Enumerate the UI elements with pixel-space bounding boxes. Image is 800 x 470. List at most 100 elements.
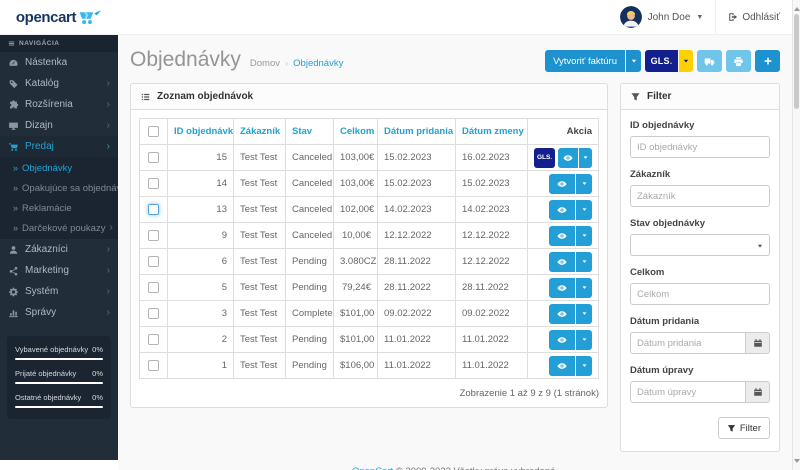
view-order-button[interactable] — [549, 225, 575, 246]
user-menu[interactable]: John Doe ▼ — [608, 0, 716, 34]
sidebar-item-reports[interactable]: Správy › — [0, 302, 118, 323]
sidebar-item-design[interactable]: Dizajn › — [0, 115, 118, 136]
sidebar-item-marketing[interactable]: Marketing › — [0, 260, 118, 281]
order-actions-dropdown-button[interactable] — [576, 303, 592, 324]
scrollbar-down-arrow-icon[interactable] — [794, 459, 800, 466]
filter-fields: ID objednávky Zákazník Stav objednávky Celk… — [630, 120, 770, 403]
sidebar-item-customers[interactable]: Zákazníci › — [0, 239, 118, 260]
filter-customer-input[interactable] — [630, 185, 770, 207]
scrollbar-thumb[interactable] — [794, 14, 799, 109]
total-cell: 103,00€ — [333, 170, 378, 197]
filter-panel-heading: Filter — [621, 84, 779, 110]
sortable-column-header[interactable]: ID objednávky▼ — [167, 118, 234, 145]
order-actions-dropdown-button[interactable] — [576, 199, 592, 220]
order-actions-dropdown-button[interactable] — [576, 277, 592, 298]
view-order-button[interactable] — [549, 355, 575, 376]
sidebar-item-catalog[interactable]: Katalóg › — [0, 73, 118, 94]
add-order-button[interactable] — [755, 50, 780, 72]
create-invoice-button[interactable]: Vytvoriť faktúru — [545, 50, 625, 72]
cart-icon — [8, 142, 19, 152]
sidebar-subitem-orders[interactable]: » Objednávky — [13, 162, 73, 174]
print-shipping-list-button[interactable] — [697, 50, 722, 72]
row-checkbox[interactable] — [148, 177, 159, 189]
order-actions-dropdown-button[interactable] — [576, 225, 592, 246]
filter-date-modified-input[interactable] — [630, 381, 746, 403]
order-actions-dropdown-button[interactable] — [579, 147, 592, 168]
chevron-right-icon: › — [106, 140, 110, 152]
filter-group-order-id: ID objednávky — [630, 120, 770, 158]
print-invoice-button[interactable] — [726, 50, 751, 72]
sidebar-item-extensions[interactable]: Rozšírenia › — [0, 94, 118, 115]
sortable-column-header[interactable]: Celkom — [333, 118, 378, 145]
chevron-right-icon: › — [106, 306, 110, 318]
create-invoice-dropdown-button[interactable] — [626, 50, 641, 72]
filter-total-input[interactable] — [630, 283, 770, 305]
row-checkbox[interactable] — [148, 255, 159, 267]
order-id-cell: 13 — [167, 196, 234, 223]
sidebar-subitem-recurring-orders[interactable]: »Opakujúce sa objednávky — [13, 182, 118, 194]
row-checkbox[interactable] — [148, 307, 159, 319]
eye-icon — [556, 231, 568, 241]
filter-date-modified-calendar-button[interactable] — [746, 381, 770, 403]
filter-label: Celkom — [630, 267, 665, 278]
sidebar-item-dashboard[interactable]: Nástenka — [0, 52, 118, 73]
row-checkbox[interactable] — [148, 333, 159, 345]
order-id-cell: 15 — [167, 144, 234, 171]
order-actions-dropdown-button[interactable] — [576, 173, 592, 194]
scrollbar-up-arrow-icon[interactable] — [794, 4, 800, 11]
select-all-checkbox[interactable] — [148, 125, 159, 137]
gls-button[interactable]: GLS. — [645, 50, 678, 72]
order-actions-dropdown-button[interactable] — [576, 329, 592, 350]
order-row: 14 Test Test Canceled 103,00€ 15.02.2023 15.0… — [139, 170, 599, 197]
sortable-column-header[interactable]: Dátum pridania — [377, 118, 456, 145]
customer-cell: Test Test — [233, 248, 286, 275]
logout-button[interactable]: Odhlásiť — [715, 0, 792, 34]
date-added-cell: 28.11.2022 — [377, 274, 456, 301]
order-id-cell: 1 — [167, 352, 234, 379]
view-order-button[interactable] — [549, 329, 575, 350]
filter-group-total: Celkom — [630, 267, 770, 305]
sortable-column-header[interactable]: Zákazník — [233, 118, 286, 145]
filter-label: Zákazník — [630, 169, 671, 180]
scrollbar[interactable] — [792, 0, 800, 470]
filter-apply-button[interactable]: Filter — [717, 417, 770, 439]
row-checkbox[interactable] — [148, 359, 159, 371]
row-checkbox[interactable] — [148, 203, 159, 215]
gls-row-button[interactable]: GLS. — [534, 147, 556, 168]
row-checkbox[interactable] — [148, 151, 159, 163]
row-checkbox[interactable] — [148, 229, 159, 241]
sidebar-subitem-returns[interactable]: » Reklamácie — [13, 202, 72, 214]
view-order-button[interactable] — [549, 251, 575, 272]
results-text: Zobrazenie 1 až 9 z 9 (1 stránok) — [459, 388, 599, 399]
breadcrumb-item[interactable]: Objednávky — [293, 58, 344, 69]
filter-order-id-input[interactable] — [630, 136, 770, 158]
date-added-cell: 15.02.2023 — [377, 144, 456, 171]
chevron-right-icon: › — [106, 264, 110, 276]
opencart-footer-link[interactable]: OpenCart — [352, 466, 393, 470]
caret-down-icon — [682, 57, 690, 65]
desktop-icon — [8, 121, 19, 131]
order-actions-dropdown-button[interactable] — [576, 251, 592, 272]
caret-down-icon — [581, 284, 588, 291]
gls-dropdown-button[interactable] — [679, 50, 693, 72]
view-order-button[interactable] — [549, 173, 575, 194]
view-order-button[interactable] — [549, 277, 575, 298]
row-checkbox[interactable] — [148, 281, 159, 293]
sidebar-item-sale[interactable]: Predaj › — [0, 136, 118, 157]
order-actions-dropdown-button[interactable] — [576, 355, 592, 376]
view-order-button[interactable] — [558, 147, 579, 168]
view-order-button[interactable] — [549, 199, 575, 220]
filter-date-added-input[interactable] — [630, 332, 746, 354]
opencart-logo[interactable]: opencart — [0, 0, 118, 35]
filter-date-added-calendar-button[interactable] — [746, 332, 770, 354]
filter-label: Dátum pridania — [630, 316, 700, 327]
sidebar-subitem-vouchers[interactable]: » Darčekové poukazy › — [13, 222, 113, 234]
order-row: 15 Test Test Canceled 103,00€ 15.02.2023 16.0… — [139, 144, 599, 171]
filter-order-status-select[interactable] — [630, 234, 770, 256]
sortable-column-header[interactable]: Dátum zmeny — [455, 118, 528, 145]
view-order-button[interactable] — [549, 303, 575, 324]
total-cell: 103,00€ — [333, 144, 378, 171]
sidebar-item-system[interactable]: Systém › — [0, 281, 118, 302]
date-added-cell: 11.01.2022 — [377, 352, 456, 379]
sortable-column-header[interactable]: Stav — [285, 118, 334, 145]
